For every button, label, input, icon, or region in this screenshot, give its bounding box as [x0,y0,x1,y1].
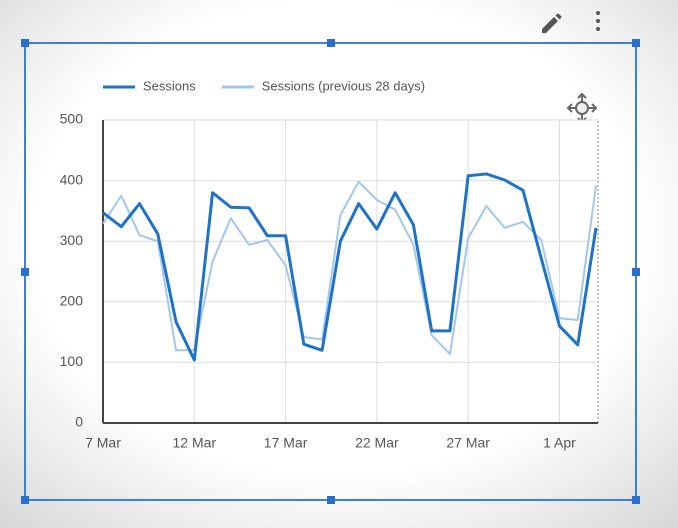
y-tick-label: 300 [60,232,84,248]
plot-area [102,119,599,424]
x-tick-label: 22 Mar [355,435,399,451]
x-tick-label: 12 Mar [173,435,217,451]
series-line [102,180,597,355]
move-icon[interactable] [566,92,598,124]
legend: Sessions Sessions (previous 28 days) [103,78,425,93]
y-tick-label: 100 [60,353,84,369]
plot: 0 100 200 300 400 500 7 Mar 12 Mar 17 Mar 22 Mar 2… [60,111,599,451]
y-tick-label: 400 [60,171,84,187]
x-tick-label: 1 Apr [543,435,576,451]
y-tick-label: 500 [60,111,84,127]
x-tick-label: 7 Mar [85,435,121,451]
series-line [102,172,598,362]
more-icon[interactable] [596,11,600,31]
y-tick-label: 200 [60,293,84,309]
selection-frame[interactable] [21,39,640,504]
edit-icon[interactable] [542,13,562,34]
x-tick-label: 17 Mar [264,435,308,451]
legend-label: Sessions (previous 28 days) [262,78,425,93]
y-tick-label: 0 [75,414,83,430]
legend-label: Sessions [143,78,196,93]
x-tick-label: 27 Mar [446,435,490,451]
